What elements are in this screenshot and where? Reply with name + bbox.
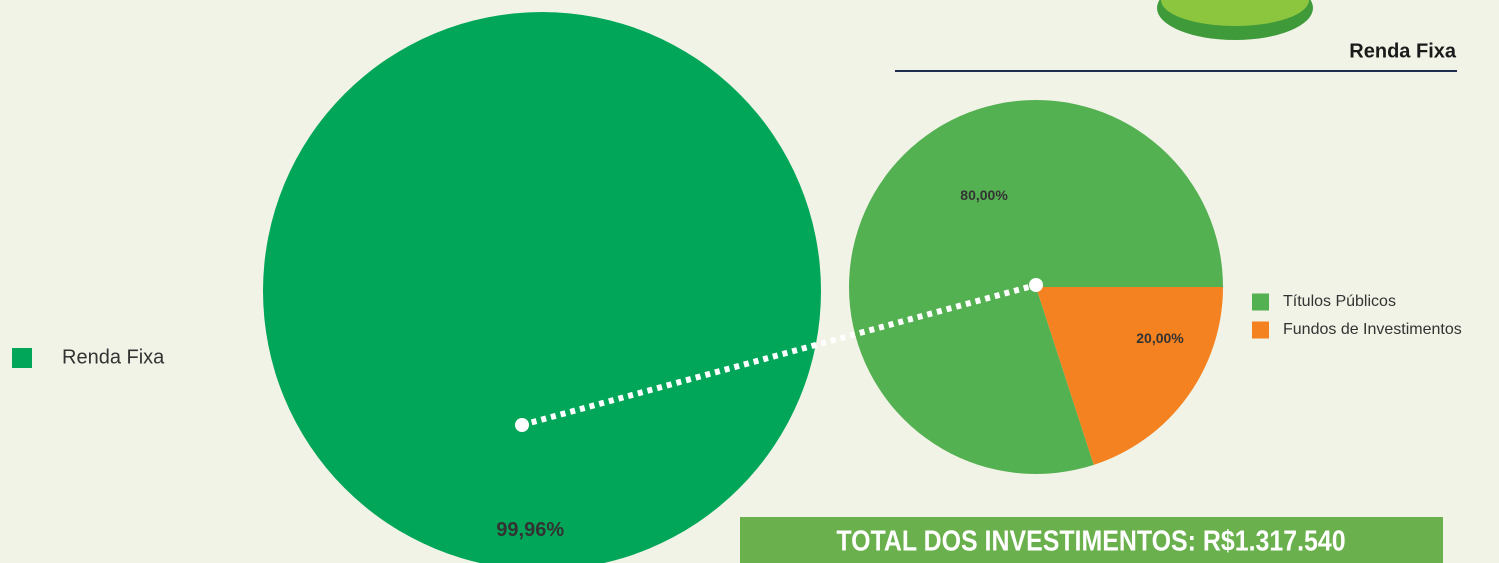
- legend-swatch: [1252, 322, 1269, 339]
- data-label: 20,00%: [1136, 330, 1184, 346]
- pie-slice: [263, 12, 821, 563]
- legend-swatch: [12, 348, 32, 368]
- infographic: Renda Fixa 99,96% Renda Fixa 80,00% Títulos…: [0, 0, 1499, 563]
- data-label: 99,96%: [496, 519, 564, 541]
- chart-title: Renda Fixa: [1349, 40, 1457, 62]
- legend-label: Fundos de Investimentos: [1283, 321, 1462, 338]
- connector-dot: [515, 418, 529, 432]
- connector-dot: [1029, 278, 1043, 292]
- legend-swatch: [1252, 294, 1269, 311]
- data-label: 80,00%: [960, 187, 1008, 203]
- banner-text: TOTAL DOS INVESTIMENTOS: R$1.317.540: [836, 525, 1345, 557]
- legend-label: Renda Fixa: [62, 346, 165, 368]
- legend-label: Títulos Públicos: [1283, 293, 1396, 310]
